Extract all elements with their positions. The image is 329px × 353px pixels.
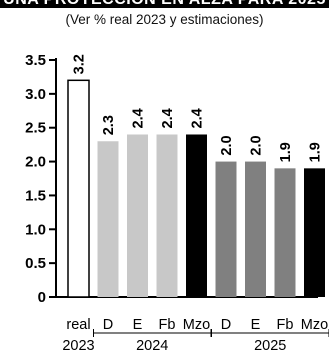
x-category-label: Mzo bbox=[301, 317, 328, 333]
data-label: 2.4 bbox=[160, 108, 176, 128]
x-category-label: real bbox=[66, 317, 90, 333]
data-label: 1.9 bbox=[308, 142, 324, 162]
x-category-label: D bbox=[221, 317, 231, 333]
data-label: 2.0 bbox=[249, 135, 265, 155]
bar bbox=[97, 141, 119, 297]
bar bbox=[156, 134, 178, 297]
data-label: 2.4 bbox=[190, 108, 206, 128]
y-tick-label: 2.5 bbox=[25, 120, 46, 137]
x-group-label: 2025 bbox=[254, 338, 286, 353]
y-tick-label: 1.0 bbox=[25, 221, 46, 238]
chart-title: UNA PROYECCIÓN EN ALZA PARA 2025 bbox=[0, 0, 329, 8]
bar bbox=[274, 168, 296, 297]
x-category-label: Fb bbox=[277, 317, 294, 333]
x-group-label: 2023 bbox=[62, 338, 94, 353]
bar bbox=[127, 134, 148, 297]
y-tick-label: 3.0 bbox=[25, 86, 46, 103]
data-label: 3.2 bbox=[72, 54, 88, 74]
y-tick-label: 3.5 bbox=[25, 52, 46, 69]
data-label: 2.3 bbox=[101, 115, 117, 135]
x-category-label: D bbox=[103, 317, 113, 333]
x-category-label: E bbox=[133, 317, 143, 333]
x-category-label: E bbox=[251, 317, 261, 333]
x-category-label: Fb bbox=[159, 317, 176, 333]
bar bbox=[304, 168, 325, 297]
y-tick-label: 1.5 bbox=[25, 187, 46, 204]
bar-real-2023 bbox=[67, 79, 90, 298]
data-label: 1.9 bbox=[278, 142, 294, 162]
x-category-label: Mzo bbox=[183, 317, 210, 333]
y-tick-label: 0.5 bbox=[25, 255, 46, 272]
chart-subtitle: (Ver % real 2023 y estimaciones) bbox=[65, 12, 264, 27]
bar bbox=[245, 161, 266, 297]
bar bbox=[215, 161, 237, 297]
y-tick-label: 0 bbox=[38, 289, 46, 306]
data-label: 2.0 bbox=[219, 135, 235, 155]
bar bbox=[186, 134, 207, 297]
data-label: 2.4 bbox=[131, 108, 147, 128]
y-tick-label: 2.0 bbox=[25, 154, 46, 171]
x-group-label: 2024 bbox=[136, 338, 168, 353]
title-banner: UNA PROYECCIÓN EN ALZA PARA 2025 bbox=[0, 0, 329, 8]
